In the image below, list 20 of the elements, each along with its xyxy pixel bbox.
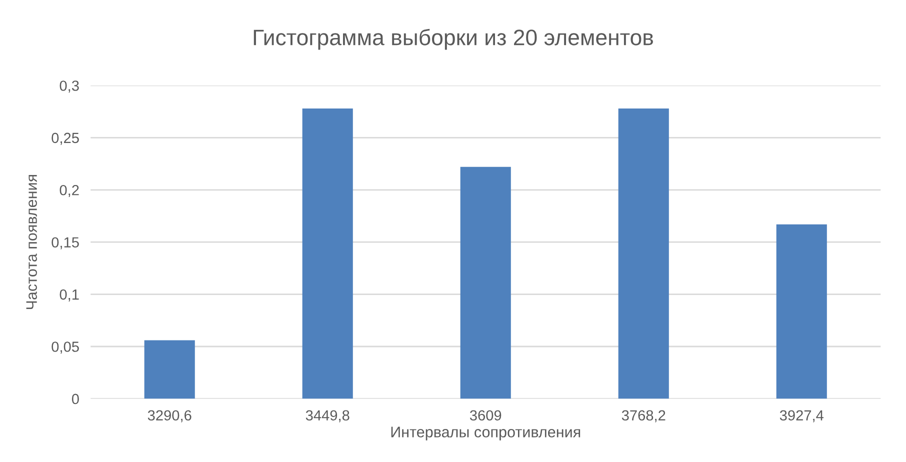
bar: [618, 108, 669, 399]
bar: [144, 340, 195, 399]
bar: [460, 166, 511, 399]
x-axis-title: Интервалы сопротивления: [391, 426, 580, 440]
bar: [776, 224, 827, 399]
y-tick-label: 0,25: [52, 132, 79, 145]
x-tick-label: 3290,6: [148, 410, 192, 422]
y-axis-title: Частота появления: [26, 174, 37, 310]
x-tick-label: 3927,4: [780, 410, 824, 422]
y-tick-label: 0,15: [52, 237, 79, 250]
y-tick-label: 0,2: [60, 184, 79, 198]
y-tick-label: 0,1: [60, 289, 79, 302]
y-tick-label: 0: [72, 394, 79, 404]
x-tick-label: 3768,2: [622, 410, 666, 422]
y-tick-label: 0,3: [60, 80, 79, 93]
bar: [302, 108, 353, 399]
chart-title: Гистограмма выборки из 20 элементов: [254, 28, 653, 50]
x-tick-label: 3449,8: [306, 410, 350, 422]
x-tick-label: 3609: [470, 410, 502, 421]
y-tick-label: 0,05: [52, 342, 79, 354]
